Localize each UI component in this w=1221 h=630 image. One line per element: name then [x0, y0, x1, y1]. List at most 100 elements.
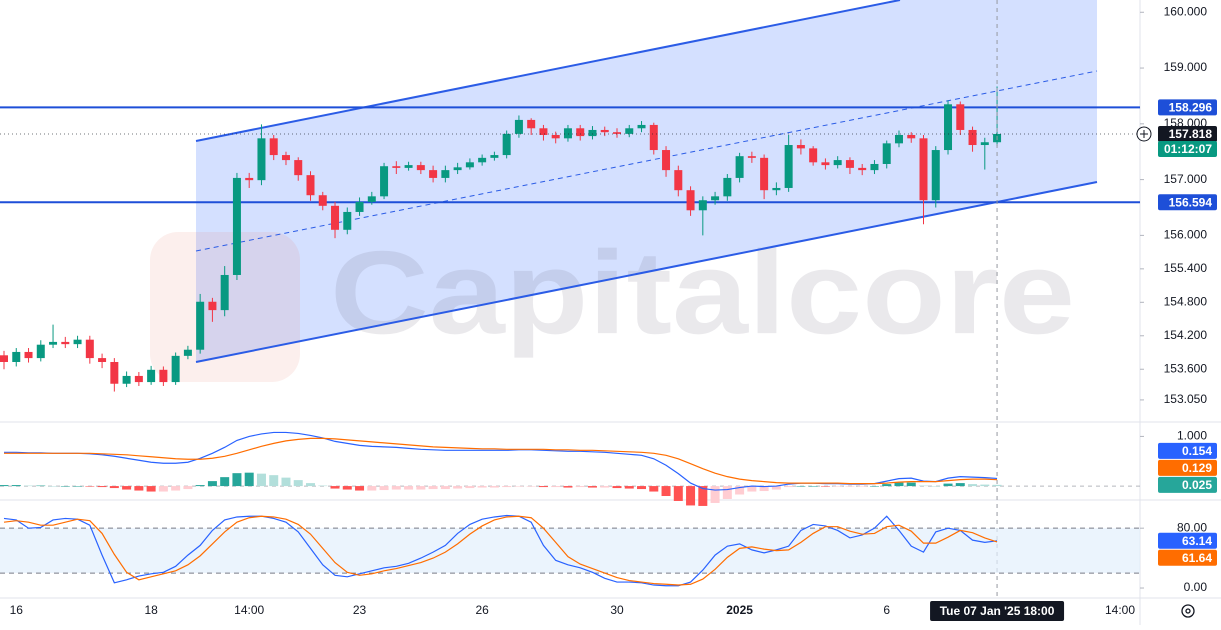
level-label-bg [1158, 194, 1217, 211]
histogram-bar [73, 486, 83, 487]
candle-body [600, 129, 609, 133]
candle-body [245, 177, 254, 181]
candle-body [232, 177, 241, 275]
histogram-bar [355, 486, 365, 491]
histogram-bar [11, 485, 21, 487]
candle-body [637, 124, 646, 129]
candle-body [220, 274, 229, 311]
candle-body [343, 211, 352, 230]
time-label: 30 [610, 603, 624, 617]
candle-body [931, 150, 940, 201]
candle-body [429, 170, 438, 178]
y-tick-label: 153.050 [1164, 392, 1208, 406]
histogram-bar [122, 486, 132, 490]
histogram-bar [955, 483, 965, 487]
candle-body [85, 339, 94, 359]
channel-fill [196, 0, 1097, 362]
histogram-bar [637, 486, 647, 490]
histogram-bar [857, 486, 867, 487]
indicator-value-label-bg [1158, 459, 1217, 476]
y-tick-label: 159.000 [1164, 60, 1208, 74]
histogram-bar [171, 486, 181, 491]
candle-body [772, 187, 781, 191]
y-tick-label: 155.400 [1164, 261, 1208, 275]
candle-body [625, 128, 634, 134]
histogram-bar [710, 486, 720, 503]
candle-body [355, 201, 364, 212]
histogram-bar [440, 486, 450, 490]
histogram-bar [600, 486, 610, 488]
candle-body [821, 162, 830, 166]
candle-body [698, 200, 707, 211]
settings-icon [1185, 608, 1191, 614]
settings-button[interactable] [1181, 604, 1195, 618]
histogram-bar [796, 486, 806, 487]
crosshair-time-label: Tue 07 Jan '25 18:00 [940, 604, 1055, 618]
candle-body [257, 138, 266, 181]
candle-body [404, 165, 413, 168]
candle-body [919, 138, 928, 201]
candle-body [588, 129, 597, 137]
y-tick-label: 160.000 [1164, 4, 1208, 18]
histogram-bar [943, 483, 953, 487]
histogram-bar [612, 486, 622, 489]
candle-body [0, 355, 8, 362]
histogram-bar [906, 482, 916, 487]
y-tick-label: 1.000 [1177, 429, 1207, 443]
candle-body [392, 166, 401, 168]
histogram-bar [624, 486, 634, 489]
histogram-bar [85, 486, 95, 487]
stochastic-line [3, 515, 998, 586]
candle-body [711, 196, 720, 201]
candle-body [796, 145, 805, 149]
candle-body [845, 160, 854, 168]
candle-body [24, 351, 33, 359]
countdown-label-bg [1158, 140, 1217, 157]
histogram-bar [306, 483, 315, 487]
histogram-bar [232, 473, 242, 487]
candle-body [465, 162, 474, 168]
histogram-bar [833, 486, 843, 487]
histogram-bar [587, 486, 597, 488]
time-label: 14:00 [234, 603, 264, 617]
candle-body [380, 166, 389, 197]
candle-body [331, 205, 340, 230]
candle-body [12, 351, 21, 362]
candle-body [122, 375, 131, 384]
histogram-bar [158, 486, 168, 492]
candle-body [833, 160, 842, 166]
y-tick-label: 156.000 [1164, 228, 1208, 242]
histogram-bar [428, 486, 438, 490]
candle-body [36, 344, 45, 359]
candle-body [674, 170, 683, 191]
y-tick-label: 157.000 [1164, 172, 1208, 186]
macd-line [4, 437, 998, 485]
candle-body [318, 195, 327, 206]
histogram-bar [808, 486, 818, 487]
candle-body [686, 190, 695, 211]
histogram-bar [686, 486, 696, 506]
histogram-bar [281, 477, 291, 487]
indicator-value-label-bg [1158, 442, 1217, 459]
indicator-value-label: 0.154 [1182, 444, 1212, 458]
candle-body [269, 138, 278, 156]
histogram-bar [109, 486, 119, 489]
histogram-bar [367, 486, 377, 491]
indicator-value-label: 61.64 [1182, 551, 1212, 565]
histogram-bar [722, 486, 732, 499]
candle-body [110, 361, 119, 384]
histogram-bar [502, 486, 512, 488]
candle-body [870, 163, 879, 171]
candle-body [809, 148, 818, 163]
histogram-bar [771, 486, 781, 490]
candle-body [416, 165, 425, 171]
histogram-value-label: 0.025 [1182, 478, 1212, 492]
candle-body [784, 145, 793, 188]
histogram-bar [514, 486, 524, 487]
candle-body [760, 157, 769, 191]
histogram-bar [24, 485, 34, 487]
histogram-bar [575, 486, 585, 488]
histogram-bar [256, 473, 266, 487]
histogram-bar [968, 484, 978, 487]
crosshair-add-icon [1140, 129, 1148, 138]
